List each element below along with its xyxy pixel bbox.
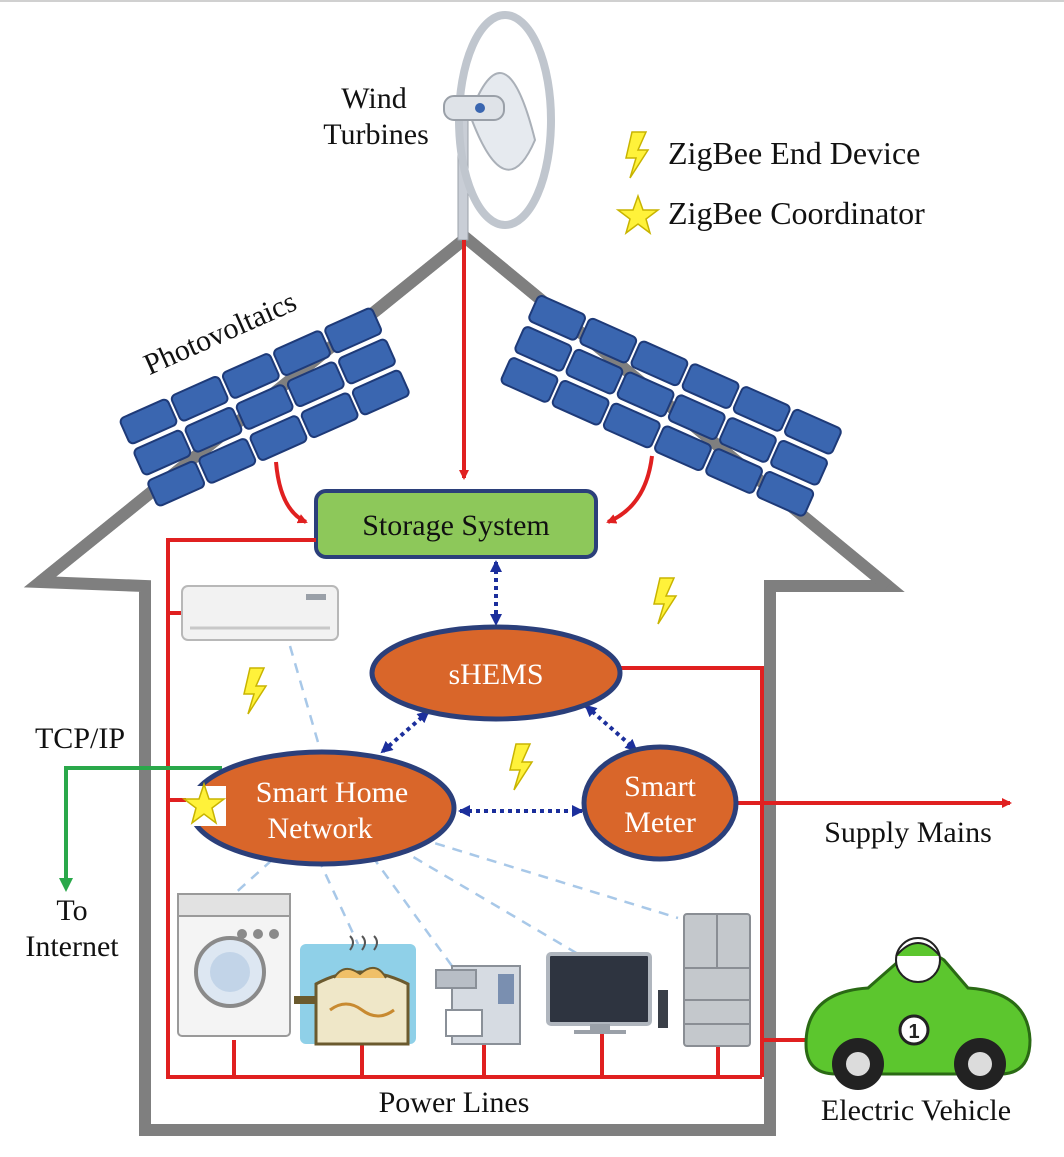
coffee-machine-icon [435, 965, 521, 1045]
smart-meter-label-1: Smart [624, 770, 696, 803]
electric-vehicle-icon: 1 [804, 937, 1032, 1090]
shems-node: sHEMS [369, 624, 623, 722]
wind-turbine-icon [443, 11, 555, 241]
wind-label-2: Turbines [323, 118, 429, 151]
television-icon [546, 952, 668, 1034]
legend-coordinator-label: ZigBee Coordinator [668, 195, 925, 231]
to-internet-label-1: To [56, 894, 87, 927]
smart-home-label-1: Smart Home [256, 776, 408, 809]
power-lines [166, 240, 1012, 1079]
wind-label-1: Wind [341, 82, 406, 115]
air-conditioner-icon [181, 585, 339, 641]
legend: ZigBee End Device ZigBee Coordinator [615, 131, 925, 235]
to-internet-label-2: Internet [25, 930, 119, 963]
storage-label: Storage System [362, 509, 550, 542]
svg-text:1: 1 [908, 1021, 919, 1043]
solar-panels-left [118, 306, 412, 508]
tcpip-link [59, 766, 222, 892]
electric-vehicle-label: Electric Vehicle [821, 1094, 1011, 1127]
washing-machine-icon [177, 893, 291, 1037]
shems-label: sHEMS [448, 658, 543, 691]
storage-system: Storage System [314, 489, 598, 559]
smart-home-label-2: Network [268, 812, 373, 845]
zigbee-comm-links [380, 560, 638, 817]
toaster-icon [294, 935, 416, 1046]
legend-bolt-icon [625, 131, 649, 179]
power-lines-label: Power Lines [379, 1086, 530, 1119]
legend-star-icon [615, 193, 661, 235]
smart-meter-node: Smart Meter [581, 744, 739, 862]
refrigerator-icon [683, 913, 751, 1047]
photovoltaics-label: Photovoltaics [139, 285, 302, 382]
zigbee-coordinator-star-icon [181, 781, 227, 826]
smart-meter-label-2: Meter [624, 806, 696, 839]
wireless-links [231, 645, 679, 967]
tcpip-label: TCP/IP [35, 722, 125, 755]
legend-end-device-label: ZigBee End Device [668, 135, 920, 171]
supply-mains-label: Supply Mains [824, 816, 992, 849]
smart-home-network-node: Smart Home Network [187, 749, 457, 867]
